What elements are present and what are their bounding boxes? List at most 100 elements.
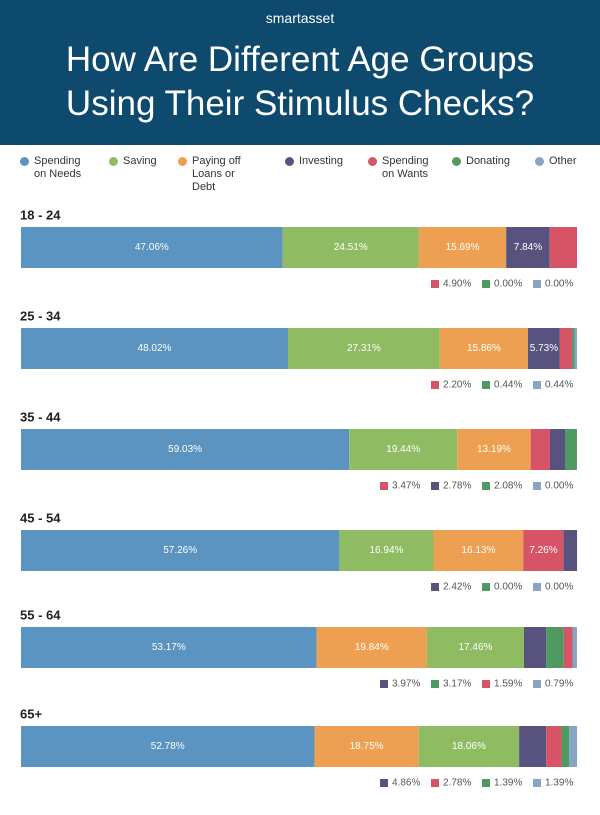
bar-segment: [559, 328, 573, 369]
legend-label: Investing: [299, 155, 344, 167]
value-label: 47.06%: [135, 242, 169, 253]
value-label: 59.03%: [168, 444, 202, 455]
value-label: 16.13%: [461, 545, 495, 556]
legend-swatch: [380, 779, 388, 787]
value-label: 0.00%: [545, 279, 573, 290]
legend-swatch: [431, 583, 439, 591]
bar-segment: [572, 627, 577, 668]
value-label: 13.19%: [477, 444, 511, 455]
bar-segment: [349, 429, 458, 470]
title-line: How Are Different Age Groups: [65, 40, 535, 79]
value-label: 53.17%: [152, 642, 186, 653]
legend-swatch: [178, 157, 187, 166]
brand: smartasset: [265, 10, 335, 26]
value-label: 1.39%: [545, 778, 573, 789]
legend-label: Spending on Needs: [34, 155, 82, 180]
legend-swatch: [533, 381, 541, 389]
bar-segment: [426, 627, 525, 668]
value-label: 4.86%: [392, 778, 420, 789]
value-label: 0.00%: [545, 582, 573, 593]
bar-segment: [530, 429, 550, 470]
legend-swatch: [20, 157, 29, 166]
bar-segment: [287, 328, 440, 369]
bar-segment: [339, 530, 434, 571]
bar-segment: [523, 530, 564, 571]
value-label: 0.79%: [545, 679, 573, 690]
bar-segment: [21, 726, 315, 767]
bar-segment: [524, 627, 547, 668]
legend-swatch: [533, 779, 541, 787]
legend-swatch: [431, 680, 439, 688]
legend-swatch: [482, 583, 490, 591]
legend-swatch: [431, 280, 439, 288]
bar-segment: [561, 726, 570, 767]
bar-segment: [574, 328, 577, 369]
row-label: 25 - 34: [20, 308, 61, 323]
value-label: 18.06%: [452, 741, 486, 752]
value-label: 2.78%: [443, 778, 471, 789]
legend-item: Other: [535, 155, 577, 168]
legend-swatch: [482, 482, 490, 490]
legend-label: Donating: [466, 155, 511, 167]
value-label: 0.44%: [545, 380, 573, 391]
legend-swatch: [380, 680, 388, 688]
value-label: 24.51%: [334, 242, 368, 253]
bar-segment: [21, 227, 283, 268]
legend-swatch: [533, 482, 541, 490]
value-label: 17.46%: [459, 642, 493, 653]
value-label: 57.26%: [163, 545, 197, 556]
legend-swatch: [431, 381, 439, 389]
legend-swatch: [482, 381, 490, 389]
legend-item: Donating: [452, 155, 510, 168]
bar-segment: [546, 627, 564, 668]
value-label: 0.00%: [494, 279, 522, 290]
row-label: 65+: [20, 706, 42, 721]
bar-segment: [528, 328, 560, 369]
legend-swatch: [533, 280, 541, 288]
legend-swatch: [431, 779, 439, 787]
legend-swatch: [285, 157, 294, 166]
legend-item: Spending on Wants: [368, 155, 440, 181]
legend-swatch: [533, 680, 541, 688]
legend-item: Paying off Loans or Debt: [178, 155, 250, 194]
value-label: 19.44%: [386, 444, 420, 455]
bar-segment: [316, 627, 427, 668]
bar-segment: [21, 530, 340, 571]
row-label: 35 - 44: [20, 409, 61, 424]
value-label: 0.00%: [494, 582, 522, 593]
value-label: 0.44%: [494, 380, 522, 391]
value-label: 52.78%: [151, 741, 185, 752]
legend-swatch: [368, 157, 377, 166]
value-label: 2.78%: [443, 481, 471, 492]
bar-segment: [572, 328, 575, 369]
bar-segment: [565, 429, 577, 470]
title-line: Using Their Stimulus Checks?: [65, 84, 535, 123]
row-label: 18 - 24: [20, 207, 61, 222]
value-label: 3.97%: [392, 679, 420, 690]
bar-segment: [519, 726, 547, 767]
value-label: 2.42%: [443, 582, 471, 593]
legend-swatch: [380, 482, 388, 490]
value-label: 2.08%: [494, 481, 522, 492]
bar-segment: [433, 530, 524, 571]
value-label: 3.17%: [443, 679, 471, 690]
value-label: 18.75%: [350, 741, 384, 752]
bar-segment: [21, 328, 288, 369]
legend-item: Spending on Needs: [20, 155, 92, 181]
bar-segment: [418, 227, 507, 268]
value-label: 4.90%: [443, 279, 471, 290]
value-label: 5.73%: [530, 343, 558, 354]
legend-item: Saving: [109, 155, 157, 168]
bar-segment: [418, 726, 520, 767]
value-label: 7.26%: [529, 545, 557, 556]
bar-segment: [21, 627, 317, 668]
bar-segment: [457, 429, 531, 470]
row-label: 55 - 64: [20, 607, 61, 622]
value-label: 16.94%: [369, 545, 403, 556]
value-label: 7.84%: [514, 242, 542, 253]
value-label: 19.84%: [355, 642, 389, 653]
bar-segment: [314, 726, 419, 767]
bar-segment: [569, 726, 578, 767]
header: smartasset How Are Different Age Groups …: [0, 0, 600, 145]
